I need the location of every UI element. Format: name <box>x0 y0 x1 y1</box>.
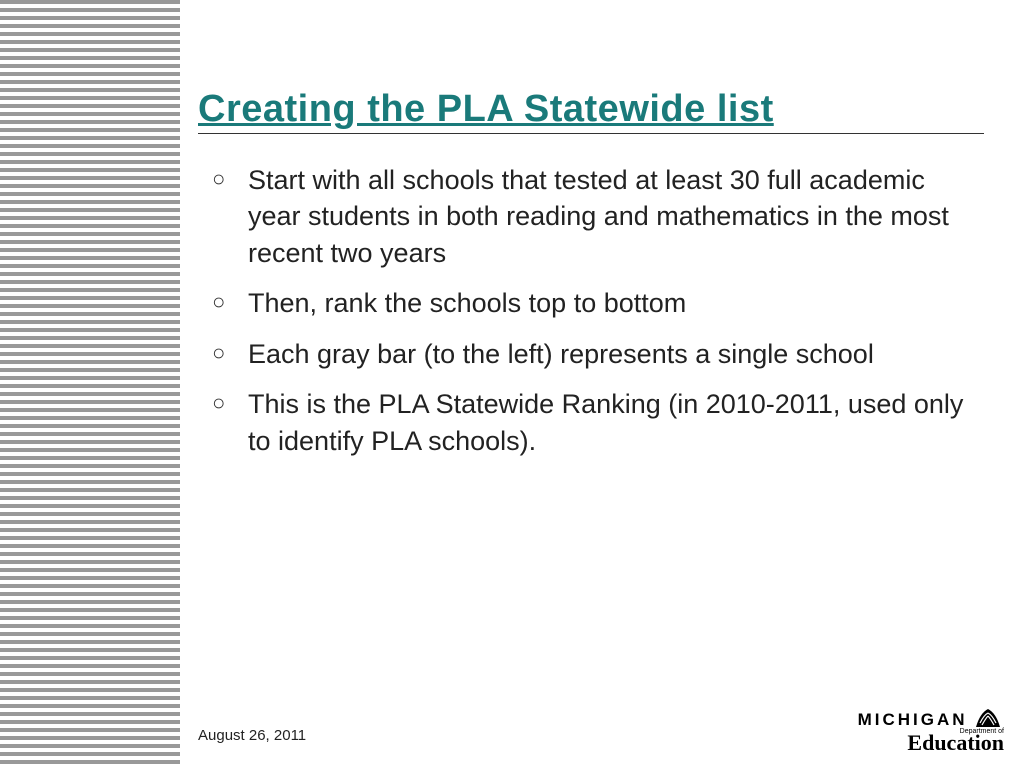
slide-content: Creating the PLA Statewide list Start wi… <box>198 88 984 473</box>
bullet-item: Then, rank the schools top to bottom <box>220 285 984 321</box>
michigan-education-logo: MICHIGAN Department of Education <box>858 703 1004 754</box>
bullet-item: This is the PLA Statewide Ranking (in 20… <box>220 386 984 459</box>
slide-title: Creating the PLA Statewide list <box>198 88 984 134</box>
logo-line1: MICHIGAN <box>858 710 968 729</box>
bullet-item: Each gray bar (to the left) represents a… <box>220 336 984 372</box>
sidebar-stripes <box>0 0 180 768</box>
logo-icon <box>974 703 1004 729</box>
logo-line3: Education <box>907 730 1004 755</box>
bullet-item: Start with all schools that tested at le… <box>220 162 984 271</box>
footer-date: August 26, 2011 <box>198 727 306 744</box>
bullet-list: Start with all schools that tested at le… <box>198 162 984 459</box>
